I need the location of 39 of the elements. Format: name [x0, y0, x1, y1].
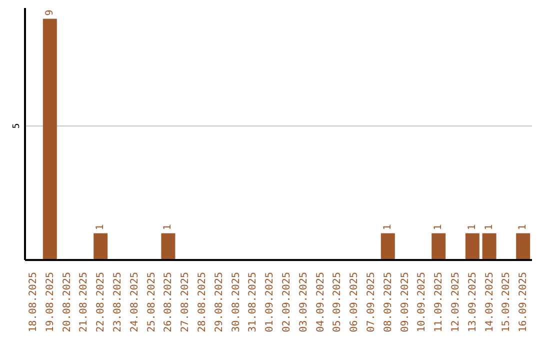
x-tick-label: 18.08.2025: [28, 272, 39, 332]
x-tick-label: 30.08.2025: [230, 272, 242, 332]
x-tick-label: 29.08.2025: [214, 272, 225, 332]
x-tick-label: 11.09.2025: [434, 272, 445, 332]
x-tick-label: 31.08.2025: [248, 272, 259, 332]
data-label: 1: [162, 224, 174, 230]
x-tick-label: 07.09.2025: [366, 272, 377, 332]
x-tick-label: 28.08.2025: [196, 272, 208, 332]
x-tick-label: 08.09.2025: [382, 272, 394, 332]
x-tick-label: 26.08.2025: [163, 272, 174, 332]
x-tick-label: 24.08.2025: [129, 272, 140, 332]
x-tick-label: 21.08.2025: [78, 272, 90, 332]
x-tick-label: 10.09.2025: [416, 272, 428, 332]
x-tick-label: 03.09.2025: [298, 272, 310, 332]
data-label: 1: [484, 224, 495, 230]
x-tick-label: 06.09.2025: [349, 272, 360, 332]
data-label: 1: [95, 224, 106, 230]
x-tick-label: 13.09.2025: [467, 272, 478, 332]
x-tick-label: 20.08.2025: [62, 272, 73, 332]
data-label: 1: [433, 224, 444, 230]
x-tick-label: 04.09.2025: [315, 272, 326, 332]
x-tick-label: 05.09.2025: [332, 272, 344, 332]
x-tick-label: 22.08.2025: [96, 272, 107, 332]
data-label: 1: [466, 224, 478, 230]
data-label: 1: [382, 224, 394, 230]
x-tick-label: 23.08.2025: [112, 272, 124, 332]
data-label: 9: [44, 10, 56, 16]
x-tick-label: 25.08.2025: [146, 272, 158, 332]
x-tick-label: 16.09.2025: [518, 272, 530, 332]
x-tick-label: 27.08.2025: [180, 272, 192, 332]
x-tick-label: 19.08.2025: [44, 272, 56, 332]
x-tick-label: 01.09.2025: [264, 272, 276, 332]
data-label: 1: [518, 224, 529, 230]
x-tick-label: 02.09.2025: [281, 272, 292, 332]
y-tick-label: 5: [12, 123, 22, 129]
x-tick-label: 15.09.2025: [501, 272, 512, 332]
x-tick-label: 14.09.2025: [484, 272, 496, 332]
x-tick-label: 12.09.2025: [450, 272, 462, 332]
x-tick-label: 09.09.2025: [400, 272, 411, 332]
